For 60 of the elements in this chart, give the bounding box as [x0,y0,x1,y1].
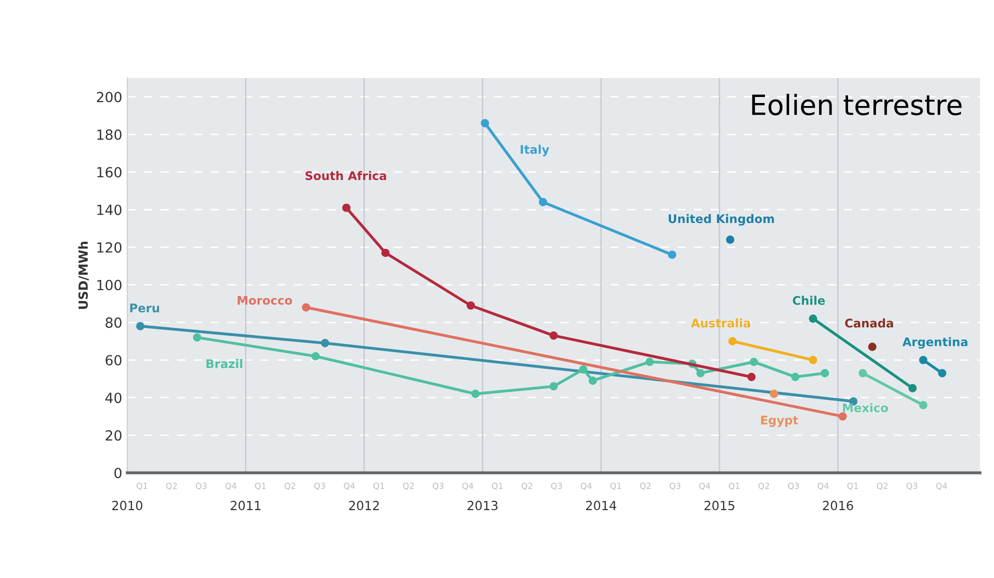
text: Q3 [196,482,207,490]
y-tick-label: 120 [97,242,122,253]
y-tick-label: 20 [106,430,122,441]
text: Q2 [640,482,651,490]
series-label: Italy [520,144,550,156]
text: Q2 [284,482,296,490]
y-tick-label: 160 [97,166,122,178]
series-label: Chile [792,296,825,305]
text: Q3 [551,482,562,490]
text: Q4 [936,482,948,490]
x-tick-label: 2012 [349,500,379,510]
text: Q3 [314,482,325,490]
text: Q4 [818,482,829,490]
text: Q1 [136,482,148,490]
text: Q2 [522,482,532,490]
text: Q1 [847,482,858,490]
text: Q1 [255,482,266,490]
y-tick-label: 100 [97,280,122,290]
x-tick-label: 2016 [822,500,854,510]
y-tick-label: 40 [105,392,122,404]
text: South Africa [306,170,386,180]
x-tick-label: 2015 [704,500,734,510]
series-label: United Kingdom [668,214,774,226]
y-tick-label: 180 [97,129,122,140]
text: Q3 [670,482,680,490]
x-tick-label: 2010 [112,500,142,510]
y-tick-label: 80 [106,317,122,328]
series-label: Brazil [206,359,242,368]
text: Q1 [728,482,740,490]
series-label: Mexico [843,403,888,412]
text: Q2 [403,482,414,490]
x-tick-label: 2011 [230,500,260,510]
y-tick-label: 140 [97,204,122,216]
series-label: Morocco [238,296,292,305]
text: Q3 [432,482,444,490]
text: Q3 [906,482,918,490]
y-tick-label: 60 [106,354,122,366]
text: Q4 [699,482,710,490]
x-tick-label: 2014 [586,500,616,510]
text: Q4 [580,482,592,490]
text: Q2 [758,482,770,490]
chart-title: Eolien terrestre [752,94,962,116]
text: Q4 [462,482,474,490]
series-label: Australia [690,318,750,328]
series-label: Argentina [902,337,968,349]
text: Q1 [373,482,384,490]
text: Q1 [610,482,622,490]
x-tick-label: 2013 [468,500,498,510]
y-axis-title: USD/MWh [78,242,89,309]
text: Q4 [344,482,355,490]
text: Q1 [492,482,503,490]
series-label: Peru [130,304,160,312]
series-label: Canada [845,318,894,328]
series-label: Egypt [761,416,798,427]
y-tick-label: 200 [96,92,122,102]
text: Q3 [788,482,799,490]
text: Q2 [876,482,888,490]
text: Q2 [166,482,177,490]
y-tick-label: 0 [114,468,122,478]
text: Q4 [225,482,236,490]
